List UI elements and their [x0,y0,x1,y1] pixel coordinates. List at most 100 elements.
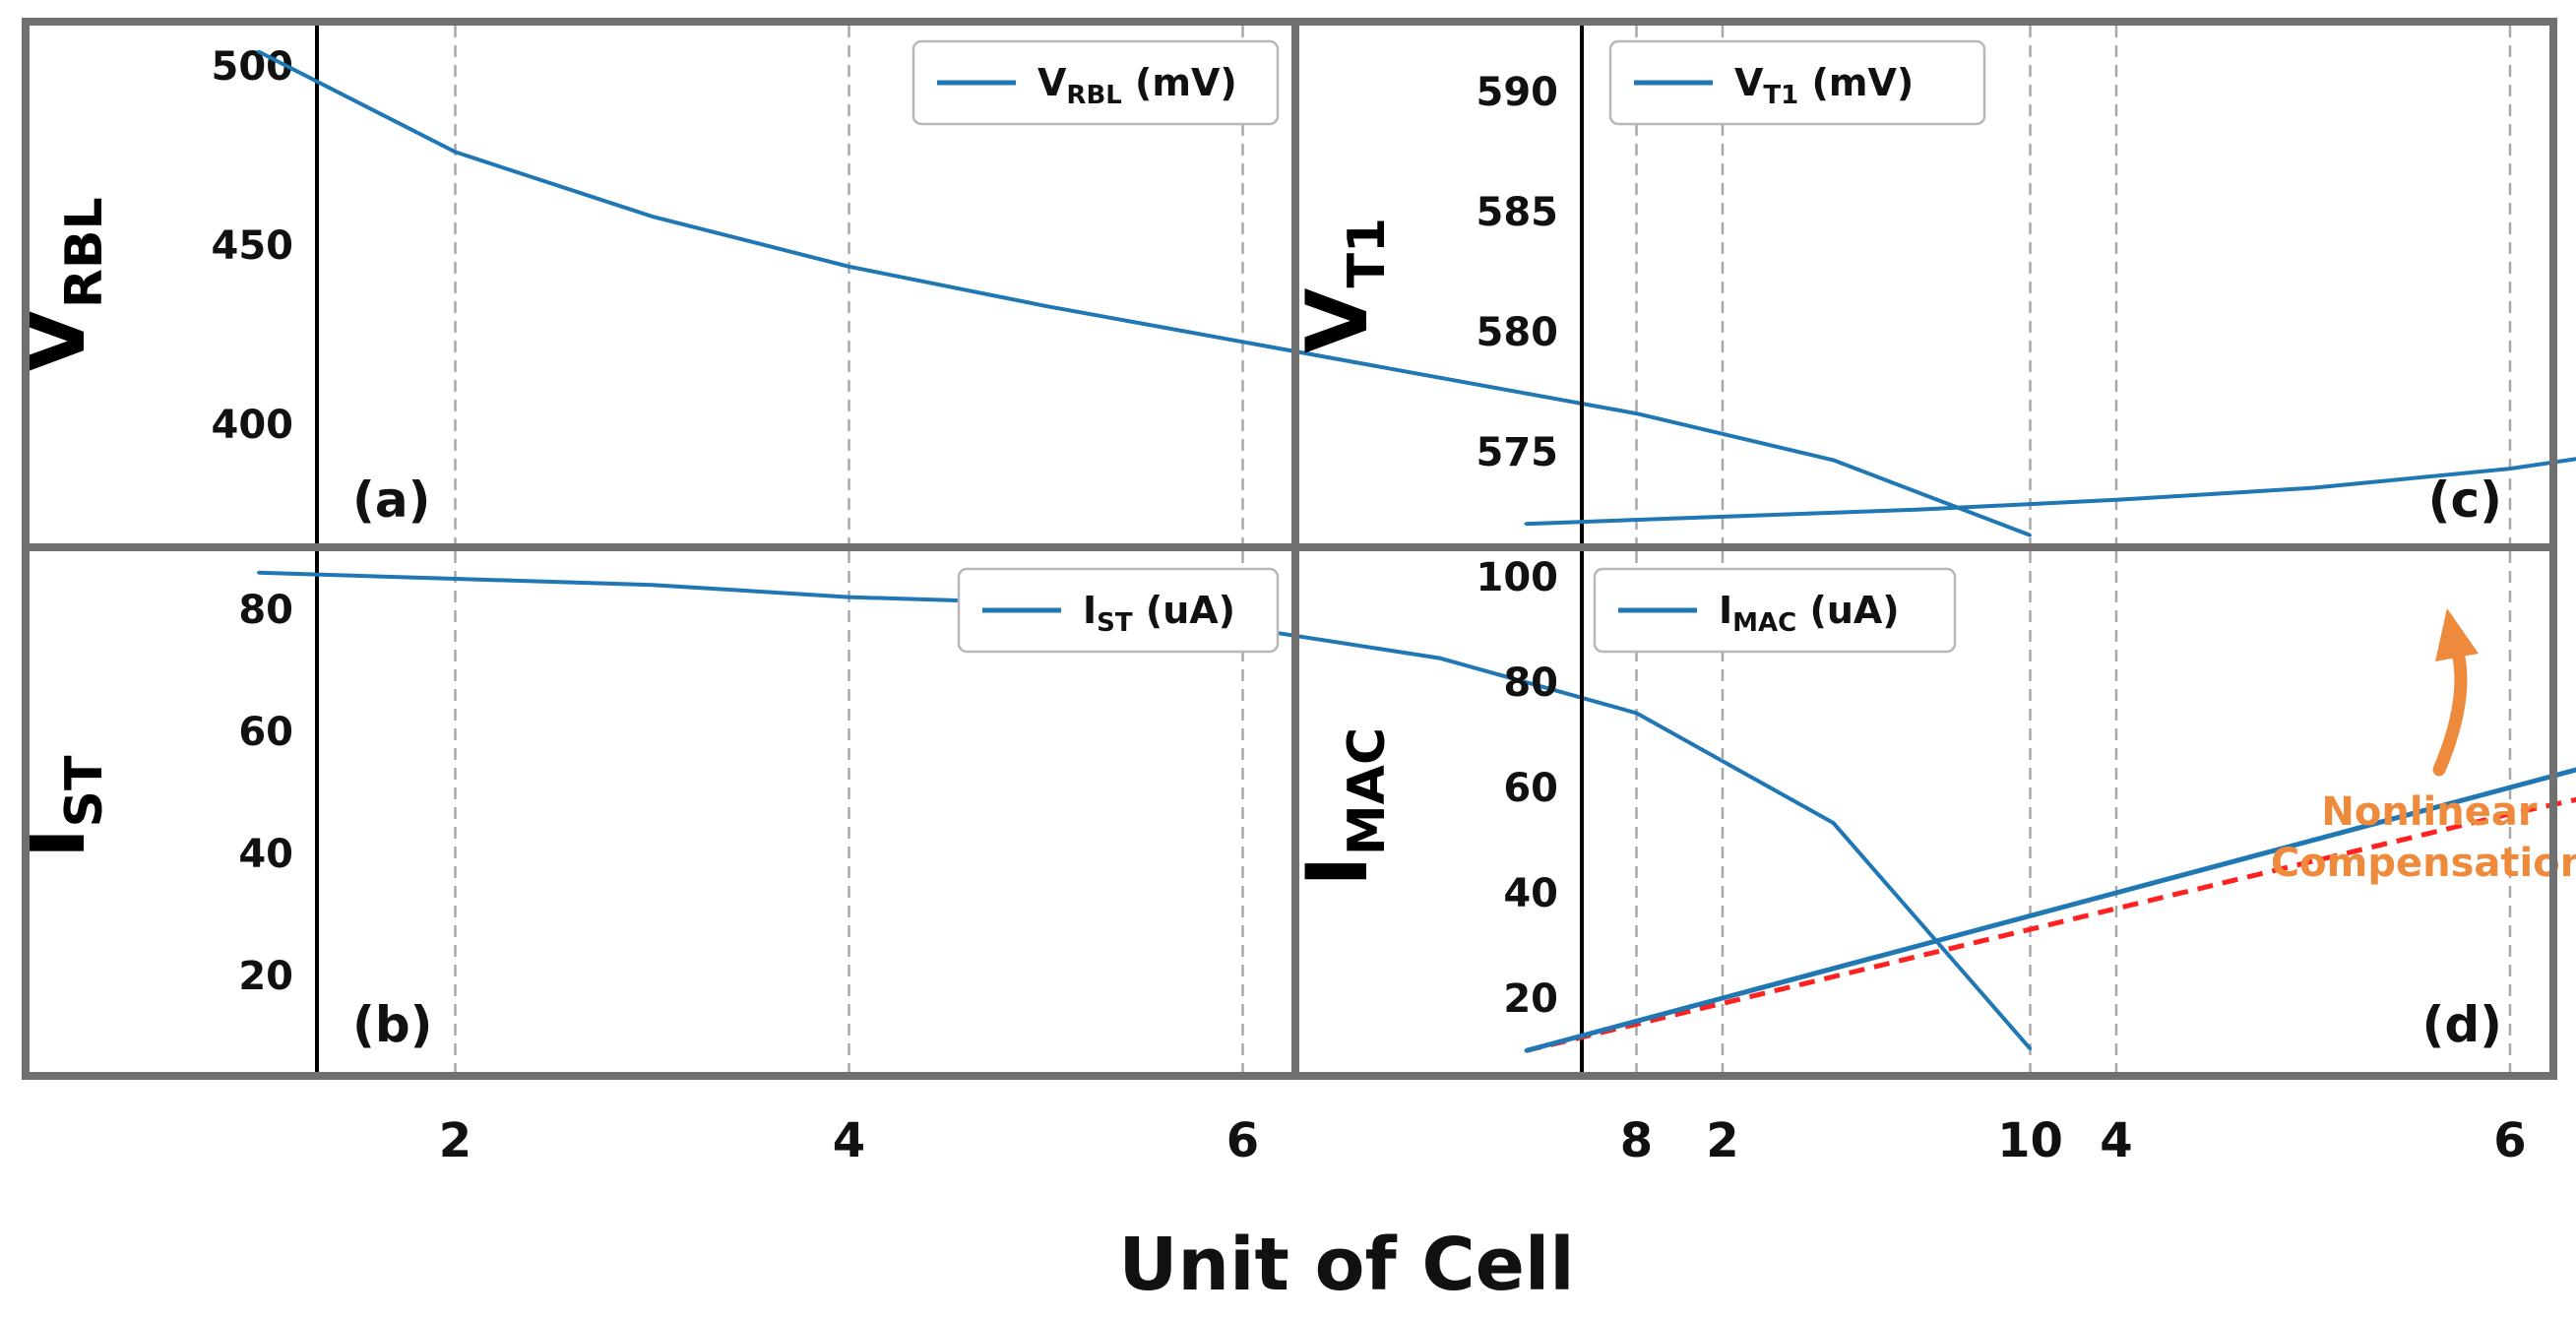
series-line [257,49,2032,537]
data-point [1524,522,1528,526]
y-tick-label: 500 [212,44,294,90]
legend-label-sub: T1 [1763,81,1798,110]
y-axis-title-main: V [1288,287,1387,353]
data-point [1524,1049,1528,1052]
y-tick-label: 40 [1503,871,1558,916]
legend-label-unit: (uA) [1796,589,1899,632]
legend-label-sub: RBL [1066,81,1121,110]
data-point [848,596,850,599]
annotation-text: Nonlinear [2321,789,2537,835]
x-tick-label: 10 [1997,1113,2063,1168]
y-tick-label: 20 [1503,976,1558,1022]
data-point [454,577,457,581]
data-point [1635,411,1638,415]
y-axis-title-sub: RBL [55,197,114,308]
y-axis-title-main: V [6,308,104,374]
legend-box [911,39,1280,126]
panel-label: (d) [2422,996,2503,1053]
data-point [1044,304,1047,308]
legend-label-main: V [1734,61,1764,104]
legend-label: IST (uA) [1083,589,1235,638]
x-tick-label: 2 [1706,1113,1738,1168]
data-point [651,583,654,587]
panel-label: (b) [352,996,433,1053]
annotation-arrowhead [2435,608,2479,661]
data-point [2114,891,2118,895]
legend-label: VRBL (mV) [1037,61,1237,110]
dashed-series-line [1525,796,2576,1053]
data-point [1241,340,1244,344]
data-point [2508,467,2512,471]
y-tick-label: 100 [1476,555,1559,600]
x-tick-label: 2 [439,1113,471,1168]
data-point [1438,657,1441,660]
legend-label-main: V [1037,61,1067,104]
data-point [257,571,260,575]
y-axis-title-main: I [1288,855,1387,887]
y-tick-label: 80 [238,588,293,633]
legend-label-unit: (mV) [1798,61,1914,104]
data-point [454,150,457,154]
legend-label: IMAC (uA) [1719,589,1900,638]
y-axis-title-sub: T1 [1338,218,1397,288]
legend-label: VT1 (mV) [1734,61,1914,110]
data-point [1917,944,1921,947]
x-tick-label: 4 [833,1113,865,1168]
x-tick-label: 8 [1620,1113,1653,1168]
legend-label-unit: (mV) [1122,61,1237,104]
legend: IST (uA) [957,567,1280,654]
data-point [1438,376,1441,380]
y-tick-label: 80 [1503,660,1558,706]
data-point [2114,498,2118,502]
legend-box [1593,567,1957,654]
data-point [1635,711,1638,715]
data-point [1917,508,1921,512]
legend-box [957,567,1280,654]
data-point [2311,839,2315,842]
y-tick-label: 400 [212,403,294,448]
panel-frame [1291,543,2557,1080]
y-axis-title-sub: ST [55,755,114,827]
annotation-text: Compensation [2271,841,2576,886]
data-point [651,215,654,219]
y-tick-label: 20 [238,954,293,999]
legend-label-unit: (uA) [1133,589,1235,632]
data-point [2029,534,2032,537]
panel-label: (a) [352,471,430,529]
y-tick-label: 60 [1503,766,1558,811]
y-tick-label: 450 [212,223,294,269]
annotation: Nonlinear Compensation [2271,608,2576,886]
series-line [1525,457,2576,527]
panel-label: (c) [2428,471,2502,529]
legend-label-main: I [1719,589,1732,632]
y-tick-label: 585 [1476,190,1559,235]
y-tick-label: 60 [238,710,293,755]
legend: IMAC (uA) [1593,567,1957,654]
y-tick-label: 580 [1476,310,1559,355]
legend-label-main: I [1083,589,1097,632]
legend: VRBL (mV) [911,39,1280,126]
legend: VT1 (mV) [1608,39,1986,126]
y-tick-label: 40 [238,832,293,877]
legend-label-sub: MAC [1732,608,1796,638]
x-axis-title: Unit of Cell [1118,1223,1574,1307]
y-axis-title: IMAC [1288,727,1397,887]
x-tick-label: 4 [2100,1113,2132,1168]
data-point [1721,996,1725,1000]
y-axis-title-main: I [6,827,104,858]
x-tick-label: 6 [2493,1113,2526,1168]
data-point [1832,821,1835,825]
data-point [1721,515,1725,519]
y-axis-title: VT1 [1288,218,1397,353]
data-point [2311,486,2315,490]
data-point [2508,786,2512,789]
data-point [257,49,260,53]
y-tick-label: 575 [1476,430,1559,475]
annotation-arrow [2432,651,2468,777]
legend-box [1608,39,1986,126]
y-tick-label: 590 [1476,70,1559,115]
x-tick-label: 6 [1226,1113,1259,1168]
